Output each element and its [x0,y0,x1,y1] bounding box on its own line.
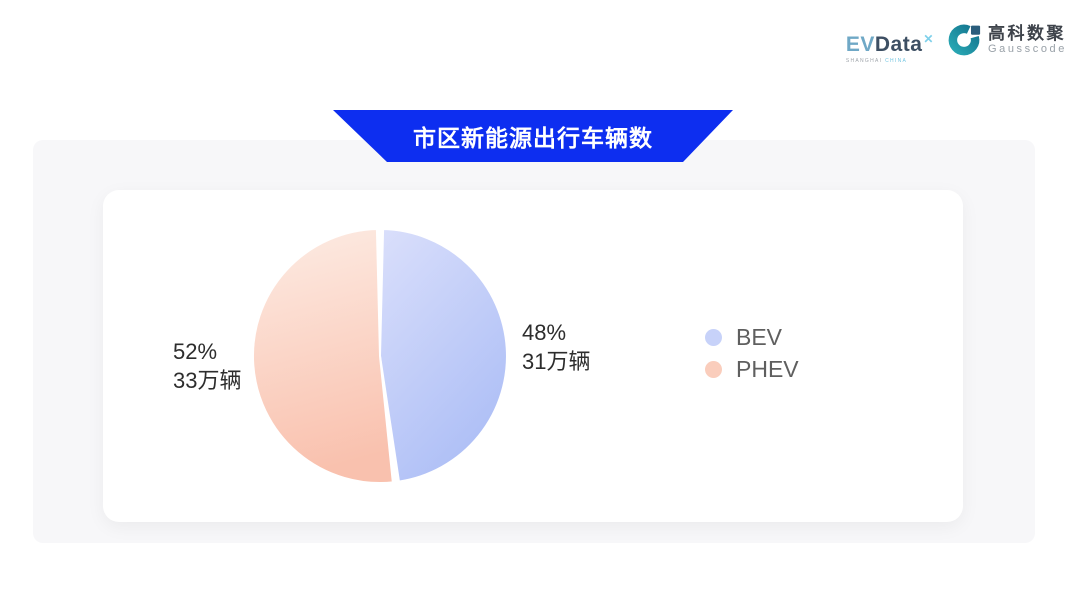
legend-dot-phev [705,360,722,378]
pie-slice-phev[interactable] [251,228,394,484]
evdata-ev-text: EV [845,33,875,56]
legend-dot-bev [705,328,722,346]
chart-title-banner: 市区新能源出行车辆数 [333,110,733,162]
chart-legend: BEV PHEV [705,324,799,382]
pie-label-phev-count: 33万辆 [173,368,242,393]
chart-title: 市区新能源出行车辆数 [413,125,653,151]
gausscode-g-icon [948,24,981,56]
legend-item-phev[interactable]: PHEV [705,356,799,382]
chart-card: 48% 31万辆 52% 33万辆 BEV PHEV [103,190,963,522]
evdata-x-icon: ✕ [923,32,934,46]
gausscode-cn-name: 高科数聚 [987,24,1066,43]
evdata-subtitle-shanghai: SHANGHAI [845,58,883,64]
gausscode-text: 高科数聚 Gausscode [988,24,1067,56]
evdata-wordmark: EVData✕ [846,28,934,56]
pie-label-bev-percent: 48% [522,320,567,345]
gausscode-en-name: Gausscode [987,43,1067,55]
evdata-subtitle-china: CHINA [885,58,908,64]
legend-item-bev[interactable]: BEV [705,324,799,350]
legend-label-bev: BEV [736,324,783,350]
pie-slice-bev[interactable] [379,228,508,483]
chart-panel: 48% 31万辆 52% 33万辆 BEV PHEV [33,140,1035,543]
pie-label-phev: 52% 33万辆 [173,337,241,395]
gausscode-logo: 高科数聚 Gausscode [946,22,1067,58]
legend-label-phev: PHEV [736,356,799,382]
pie-label-bev-count: 31万辆 [522,349,591,374]
pie-label-phev-percent: 52% [173,339,218,364]
evdata-logo: EVData✕ SHANGHAI CHINA [846,28,934,64]
evdata-data-text: Data [874,33,923,56]
pie-label-bev: 48% 31万辆 [522,318,590,376]
pie-chart [251,228,508,484]
logo-bar: EVData✕ SHANGHAI CHINA 高科数聚 Gausscode [846,22,1067,64]
evdata-subtitle: SHANGHAI CHINA [846,58,907,64]
